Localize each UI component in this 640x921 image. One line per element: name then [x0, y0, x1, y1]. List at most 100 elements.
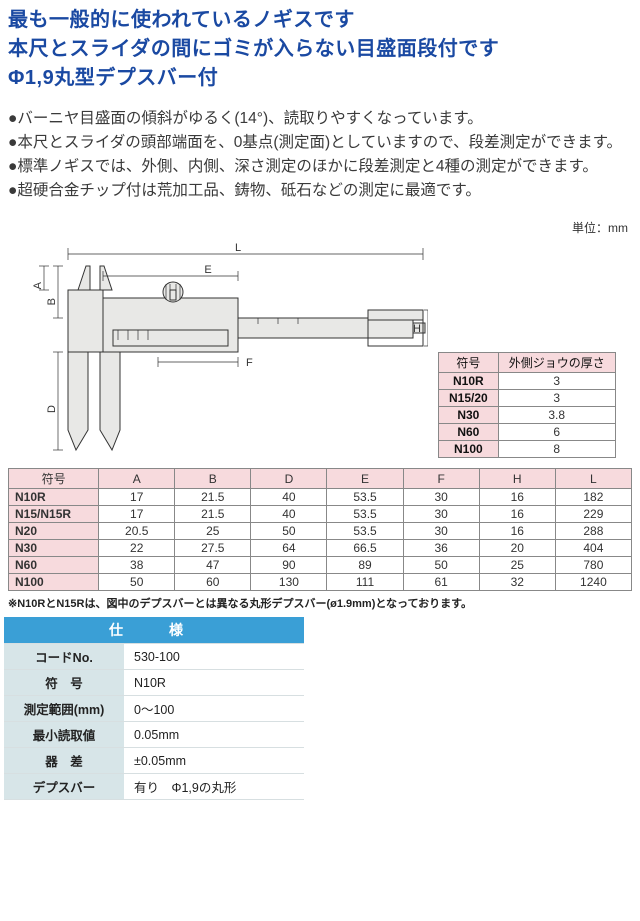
dim-header-cell: F [403, 469, 479, 489]
dim-row: N100506013011161321240 [9, 574, 632, 591]
dim-value-cell: 30 [403, 506, 479, 523]
desc-p1: ●バーニヤ目盛面の傾斜がゆるく(14°)、読取りやすくなっています。 [8, 107, 632, 131]
dim-value-cell: 66.5 [327, 540, 403, 557]
footnote: ※N10RとN15Rは、図中のデプスバーとは異なる丸形デプスバー(ø1.9mm)… [0, 591, 640, 615]
dim-row: N60384790895025780 [9, 557, 632, 574]
dim-value-cell: 25 [479, 557, 555, 574]
jaw-row: N1008 [439, 441, 616, 458]
jaw-thickness-table: 符号外側ジョウの厚さ N10R3N15/203N303.8N606N1008 [438, 352, 616, 458]
desc-p2: ●本尺とスライダの頭部端面を、0基点(測定面)としていますので、段差測定ができま… [8, 131, 632, 179]
dim-value-cell: 50 [403, 557, 479, 574]
dim-header-cell: 符号 [9, 469, 99, 489]
dim-value-cell: 22 [99, 540, 175, 557]
spec-label-cell: 器 差 [4, 748, 124, 774]
dim-code-cell: N20 [9, 523, 99, 540]
jaw-row: N15/203 [439, 390, 616, 407]
dim-value-cell: 53.5 [327, 489, 403, 506]
dim-code-cell: N100 [9, 574, 99, 591]
dim-value-cell: 21.5 [175, 489, 251, 506]
dim-value-cell: 36 [403, 540, 479, 557]
spec-row: 器 差±0.05mm [4, 748, 304, 774]
jaw-code-cell: N60 [439, 424, 499, 441]
dim-H-label: H [413, 323, 421, 335]
dim-L-label: L [235, 242, 241, 254]
jaw-row: N606 [439, 424, 616, 441]
jaw-header-cell: 符号 [439, 353, 499, 373]
dim-row: N10R1721.54053.53016182 [9, 489, 632, 506]
dim-value-cell: 47 [175, 557, 251, 574]
dim-value-cell: 30 [403, 489, 479, 506]
spec-row: 符 号N10R [4, 670, 304, 696]
dim-D-label: D [46, 405, 58, 413]
jaw-value-cell: 6 [498, 424, 615, 441]
dim-value-cell: 89 [327, 557, 403, 574]
jaw-code-cell: N30 [439, 407, 499, 424]
dim-row: N302227.56466.53620404 [9, 540, 632, 557]
description-block: ●バーニヤ目盛面の傾斜がゆるく(14°)、読取りやすくなっています。 ●本尺とス… [0, 103, 640, 215]
dim-value-cell: 20 [479, 540, 555, 557]
dim-row: N15/N15R1721.54053.53016229 [9, 506, 632, 523]
dim-value-cell: 40 [251, 506, 327, 523]
dim-value-cell: 16 [479, 489, 555, 506]
dim-header-cell: B [175, 469, 251, 489]
dim-value-cell: 32 [479, 574, 555, 591]
spec-row: コードNo.530-100 [4, 644, 304, 670]
dim-value-cell: 229 [555, 506, 631, 523]
product-heading: 最も一般的に使われているノギスです 本尺とスライダの間にゴミが入らない目盛面段付… [0, 0, 640, 103]
dim-value-cell: 53.5 [327, 523, 403, 540]
dim-E-label: E [204, 264, 211, 276]
dim-value-cell: 50 [99, 574, 175, 591]
spec-value-cell: 530-100 [124, 644, 304, 670]
spec-row: 最小読取値0.05mm [4, 722, 304, 748]
spec-value-cell: ±0.05mm [124, 748, 304, 774]
dimensions-table: 符号ABDEFHL N10R1721.54053.53016182N15/N15… [8, 468, 632, 591]
jaw-value-cell: 3.8 [498, 407, 615, 424]
spec-label-cell: デプスバー [4, 774, 124, 800]
dim-value-cell: 30 [403, 523, 479, 540]
dim-header-cell: E [327, 469, 403, 489]
jaw-row: N303.8 [439, 407, 616, 424]
spec-label-cell: 測定範囲(mm) [4, 696, 124, 722]
dim-code-cell: N30 [9, 540, 99, 557]
dim-code-cell: N15/N15R [9, 506, 99, 523]
dim-value-cell: 21.5 [175, 506, 251, 523]
dim-value-cell: 50 [251, 523, 327, 540]
spec-value-cell: 0～100 [124, 696, 304, 722]
dim-value-cell: 60 [175, 574, 251, 591]
caliper-diagram: L [8, 240, 428, 460]
dim-header-cell: A [99, 469, 175, 489]
dim-value-cell: 16 [479, 506, 555, 523]
jaw-row: N10R3 [439, 373, 616, 390]
dim-value-cell: 17 [99, 506, 175, 523]
jaw-value-cell: 8 [498, 441, 615, 458]
spec-label-cell: 符 号 [4, 670, 124, 696]
jaw-code-cell: N100 [439, 441, 499, 458]
dim-row: N2020.5255053.53016288 [9, 523, 632, 540]
spec-label-cell: コードNo. [4, 644, 124, 670]
dim-value-cell: 53.5 [327, 506, 403, 523]
dim-value-cell: 90 [251, 557, 327, 574]
spec-value-cell: 有り Φ1,9の丸形 [124, 774, 304, 800]
jaw-value-cell: 3 [498, 390, 615, 407]
dim-B-label: B [46, 298, 58, 305]
dim-value-cell: 61 [403, 574, 479, 591]
spec-label-cell: 最小読取値 [4, 722, 124, 748]
dim-value-cell: 111 [327, 574, 403, 591]
spec-section: 仕 様 コードNo.530-100符 号N10R測定範囲(mm)0～100最小読… [0, 615, 640, 800]
jaw-header-cell: 外側ジョウの厚さ [498, 353, 615, 373]
dim-code-cell: N10R [9, 489, 99, 506]
dim-value-cell: 16 [479, 523, 555, 540]
heading-line3: Φ1,9丸型デプスバー付 [8, 64, 632, 93]
dim-value-cell: 40 [251, 489, 327, 506]
dim-value-cell: 404 [555, 540, 631, 557]
dim-A-label: A [32, 281, 44, 289]
dim-code-cell: N60 [9, 557, 99, 574]
unit-label: 単位：mm [0, 219, 640, 236]
heading-line2: 本尺とスライダの間にゴミが入らない目盛面段付です [8, 35, 632, 64]
dim-value-cell: 38 [99, 557, 175, 574]
dim-value-cell: 64 [251, 540, 327, 557]
jaw-value-cell: 3 [498, 373, 615, 390]
dim-value-cell: 17 [99, 489, 175, 506]
desc-p3: ●超硬合金チップ付は荒加工品、鋳物、砥石などの測定に最適です。 [8, 179, 632, 203]
dim-value-cell: 27.5 [175, 540, 251, 557]
